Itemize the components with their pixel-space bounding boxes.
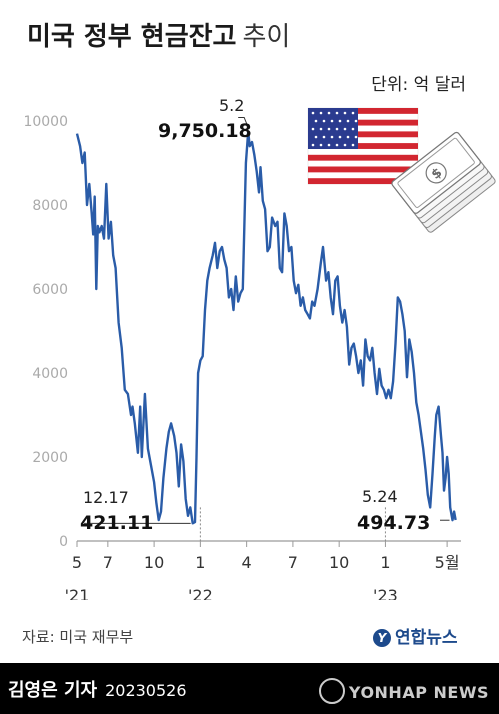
y-tick-label: 6000 [32, 282, 68, 298]
agency-name: YONHAP NEWS [348, 683, 489, 702]
flag-star [330, 135, 334, 139]
x-tick-label: 1 [380, 553, 390, 572]
flag-star [335, 143, 339, 147]
flag-stripe [308, 131, 418, 138]
x-tick-label: 10 [329, 553, 349, 572]
us-flag-icon [307, 107, 419, 185]
annotation-value: 494.73 [357, 512, 430, 534]
flag-star [354, 135, 358, 139]
series-line [75, 130, 457, 525]
title-sub: 추이 [242, 22, 291, 52]
flag-star [311, 111, 315, 115]
flag-star [335, 111, 339, 115]
flag-star [319, 111, 323, 115]
x-tick-label: 10 [144, 553, 164, 572]
flag-stripe [308, 154, 418, 161]
flag-star [327, 111, 331, 115]
flag-stripe [308, 143, 418, 149]
annotation-leader-max [238, 116, 249, 128]
flag-star [354, 119, 358, 123]
x-tick-label: 5 [72, 553, 82, 572]
reporter-name: 김영은 기자 [8, 680, 98, 701]
flag-star [311, 127, 315, 131]
flag-star [351, 143, 355, 147]
yonhap-logo-text: 연합뉴스 [395, 628, 458, 648]
flag-star [338, 135, 342, 139]
flag-star [319, 127, 323, 131]
footer-bar: 김영은 기자 20230526 YONHAP NEWS [0, 663, 499, 714]
annotation-value: 9,750.18 [158, 120, 252, 142]
money-stack-icon: $ [391, 131, 496, 233]
x-tick-label: 5월 [435, 553, 460, 572]
flag-star [351, 111, 355, 115]
x-tick-label: 1 [195, 553, 205, 572]
agency-emblem-icon [318, 678, 345, 704]
annotation-date: 5.24 [362, 487, 398, 506]
byline: 김영은 기자 20230526 [8, 676, 187, 702]
yonhap-logo-icon: Y [373, 629, 391, 647]
flag-star [343, 111, 347, 115]
flag-star [322, 135, 326, 139]
flag-star [346, 119, 350, 123]
flag-star [330, 119, 334, 123]
flag-star [343, 143, 347, 147]
title-main: 미국 정부 현금잔고 [27, 22, 237, 52]
flag-star [327, 143, 331, 147]
flag-stripe [308, 166, 418, 173]
annotation-date: 5.2 [219, 96, 244, 115]
y-tick-label: 2000 [32, 450, 68, 466]
flag-star [319, 143, 323, 147]
annotation-date: 12.17 [83, 488, 129, 507]
x-year-label: '21 [65, 586, 90, 600]
flag-stripe [308, 108, 418, 114]
flag-star [311, 143, 315, 147]
annotation-value: 421.11 [80, 512, 153, 534]
y-tick-label: 10000 [23, 114, 68, 130]
flag-star [343, 127, 347, 131]
flag-star [322, 119, 326, 123]
flag-star [351, 127, 355, 131]
x-year-label: '22 [188, 586, 213, 600]
line-chart: $ 0 2000 4000 6000 8000 10000 5 '21 7 10 1 '22 4 7 10… [23, 96, 496, 600]
yonhap-logo: Y 연합뉴스 [373, 623, 458, 648]
page-title: 미국 정부 현금잔고 추이 [27, 16, 290, 53]
x-tick-label: 7 [288, 553, 298, 572]
y-tick-label: 0 [59, 534, 68, 550]
flag-star [346, 135, 350, 139]
unit-label: 단위: 억 달러 [371, 75, 466, 95]
flag-star [327, 127, 331, 131]
flag-stripe [308, 119, 418, 126]
publish-date: 20230526 [105, 681, 187, 700]
y-tick-label: 4000 [32, 366, 68, 382]
flag-star [314, 135, 318, 139]
x-tick-label: 7 [103, 553, 113, 572]
y-tick-label: 8000 [32, 198, 68, 214]
flag-stripe [308, 178, 418, 185]
flag-star [335, 127, 339, 131]
flag-star [338, 119, 342, 123]
source-note: 자료: 미국 재무부 [22, 628, 134, 646]
x-year-label: '23 [373, 586, 398, 600]
x-tick-label: 4 [242, 553, 252, 572]
flag-star [314, 119, 318, 123]
agency-mark: YONHAP NEWS [318, 678, 489, 704]
